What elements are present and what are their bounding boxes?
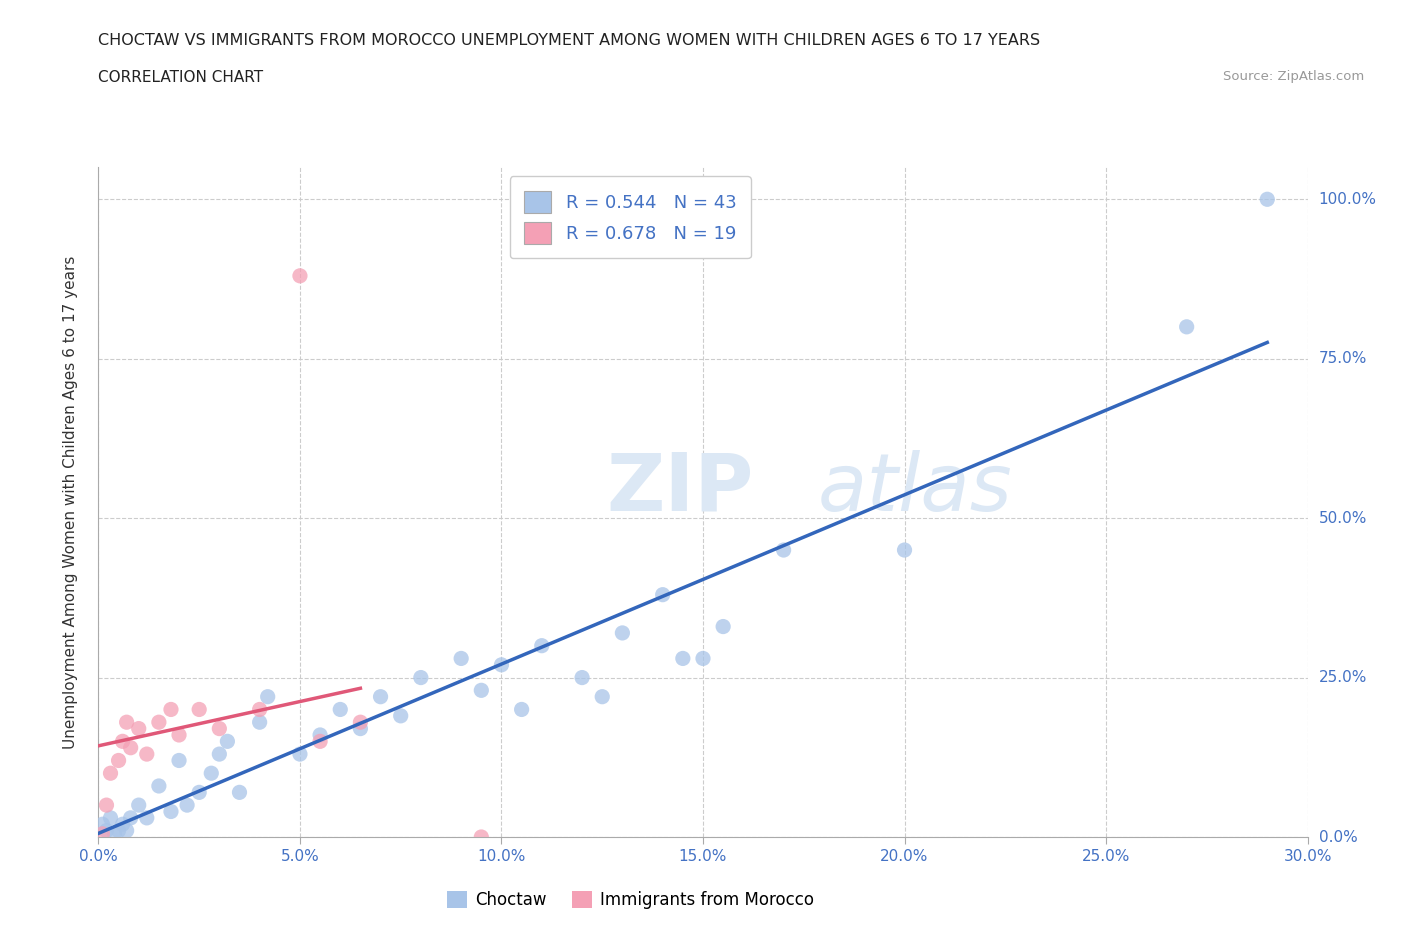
Point	[470, 683, 492, 698]
Point	[651, 587, 673, 602]
Point	[256, 689, 278, 704]
Point	[103, 827, 125, 842]
Point	[208, 721, 231, 736]
Point	[111, 734, 134, 749]
Point	[217, 734, 239, 749]
Text: 25.0%: 25.0%	[1319, 671, 1367, 685]
Point	[249, 715, 271, 730]
Y-axis label: Unemployment Among Women with Children Ages 6 to 17 years: Unemployment Among Women with Children A…	[63, 256, 77, 749]
Point	[128, 798, 150, 813]
Text: 100.0%: 100.0%	[1319, 192, 1376, 206]
Point	[176, 798, 198, 813]
Point	[100, 810, 122, 825]
Point	[1175, 319, 1198, 334]
Point	[329, 702, 352, 717]
Point	[288, 747, 311, 762]
Point	[1256, 192, 1278, 206]
Point	[672, 651, 695, 666]
Point	[349, 715, 371, 730]
Point	[571, 671, 593, 685]
Point	[107, 753, 129, 768]
Point	[135, 747, 157, 762]
Point	[309, 734, 332, 749]
Text: 75.0%: 75.0%	[1319, 352, 1367, 366]
Point	[692, 651, 714, 666]
Point	[115, 715, 138, 730]
Point	[612, 626, 634, 641]
Text: CORRELATION CHART: CORRELATION CHART	[98, 70, 263, 85]
Point	[450, 651, 472, 666]
Point	[148, 715, 170, 730]
Point	[389, 709, 412, 724]
Point	[128, 721, 150, 736]
Point	[111, 817, 134, 831]
Point	[115, 823, 138, 838]
Point	[288, 269, 311, 284]
Point	[591, 689, 613, 704]
Point	[349, 721, 371, 736]
Text: Source: ZipAtlas.com: Source: ZipAtlas.com	[1223, 70, 1364, 83]
Point	[107, 823, 129, 838]
Point	[309, 727, 332, 742]
Text: 0.0%: 0.0%	[1319, 830, 1357, 844]
Point	[228, 785, 250, 800]
Point	[167, 727, 190, 742]
Point	[120, 740, 142, 755]
Point	[208, 747, 231, 762]
Point	[188, 785, 211, 800]
Point	[160, 702, 183, 717]
Point	[893, 542, 915, 557]
Legend: Choctaw, Immigrants from Morocco: Choctaw, Immigrants from Morocco	[440, 884, 821, 916]
Point	[491, 658, 513, 672]
Point	[510, 702, 533, 717]
Point	[530, 638, 553, 653]
Point	[167, 753, 190, 768]
Point	[91, 827, 114, 842]
Point	[160, 804, 183, 819]
Point	[96, 798, 118, 813]
Point	[711, 619, 734, 634]
Text: CHOCTAW VS IMMIGRANTS FROM MOROCCO UNEMPLOYMENT AMONG WOMEN WITH CHILDREN AGES 6: CHOCTAW VS IMMIGRANTS FROM MOROCCO UNEMP…	[98, 33, 1040, 47]
Text: atlas: atlas	[818, 450, 1012, 528]
Point	[772, 542, 794, 557]
Point	[91, 817, 114, 831]
Point	[370, 689, 392, 704]
Point	[135, 810, 157, 825]
Point	[188, 702, 211, 717]
Point	[249, 702, 271, 717]
Point	[200, 765, 222, 780]
Point	[120, 810, 142, 825]
Point	[409, 671, 432, 685]
Point	[148, 778, 170, 793]
Point	[470, 830, 492, 844]
Point	[96, 823, 118, 838]
Point	[100, 765, 122, 780]
Text: ZIP: ZIP	[606, 450, 754, 528]
Text: 50.0%: 50.0%	[1319, 511, 1367, 525]
